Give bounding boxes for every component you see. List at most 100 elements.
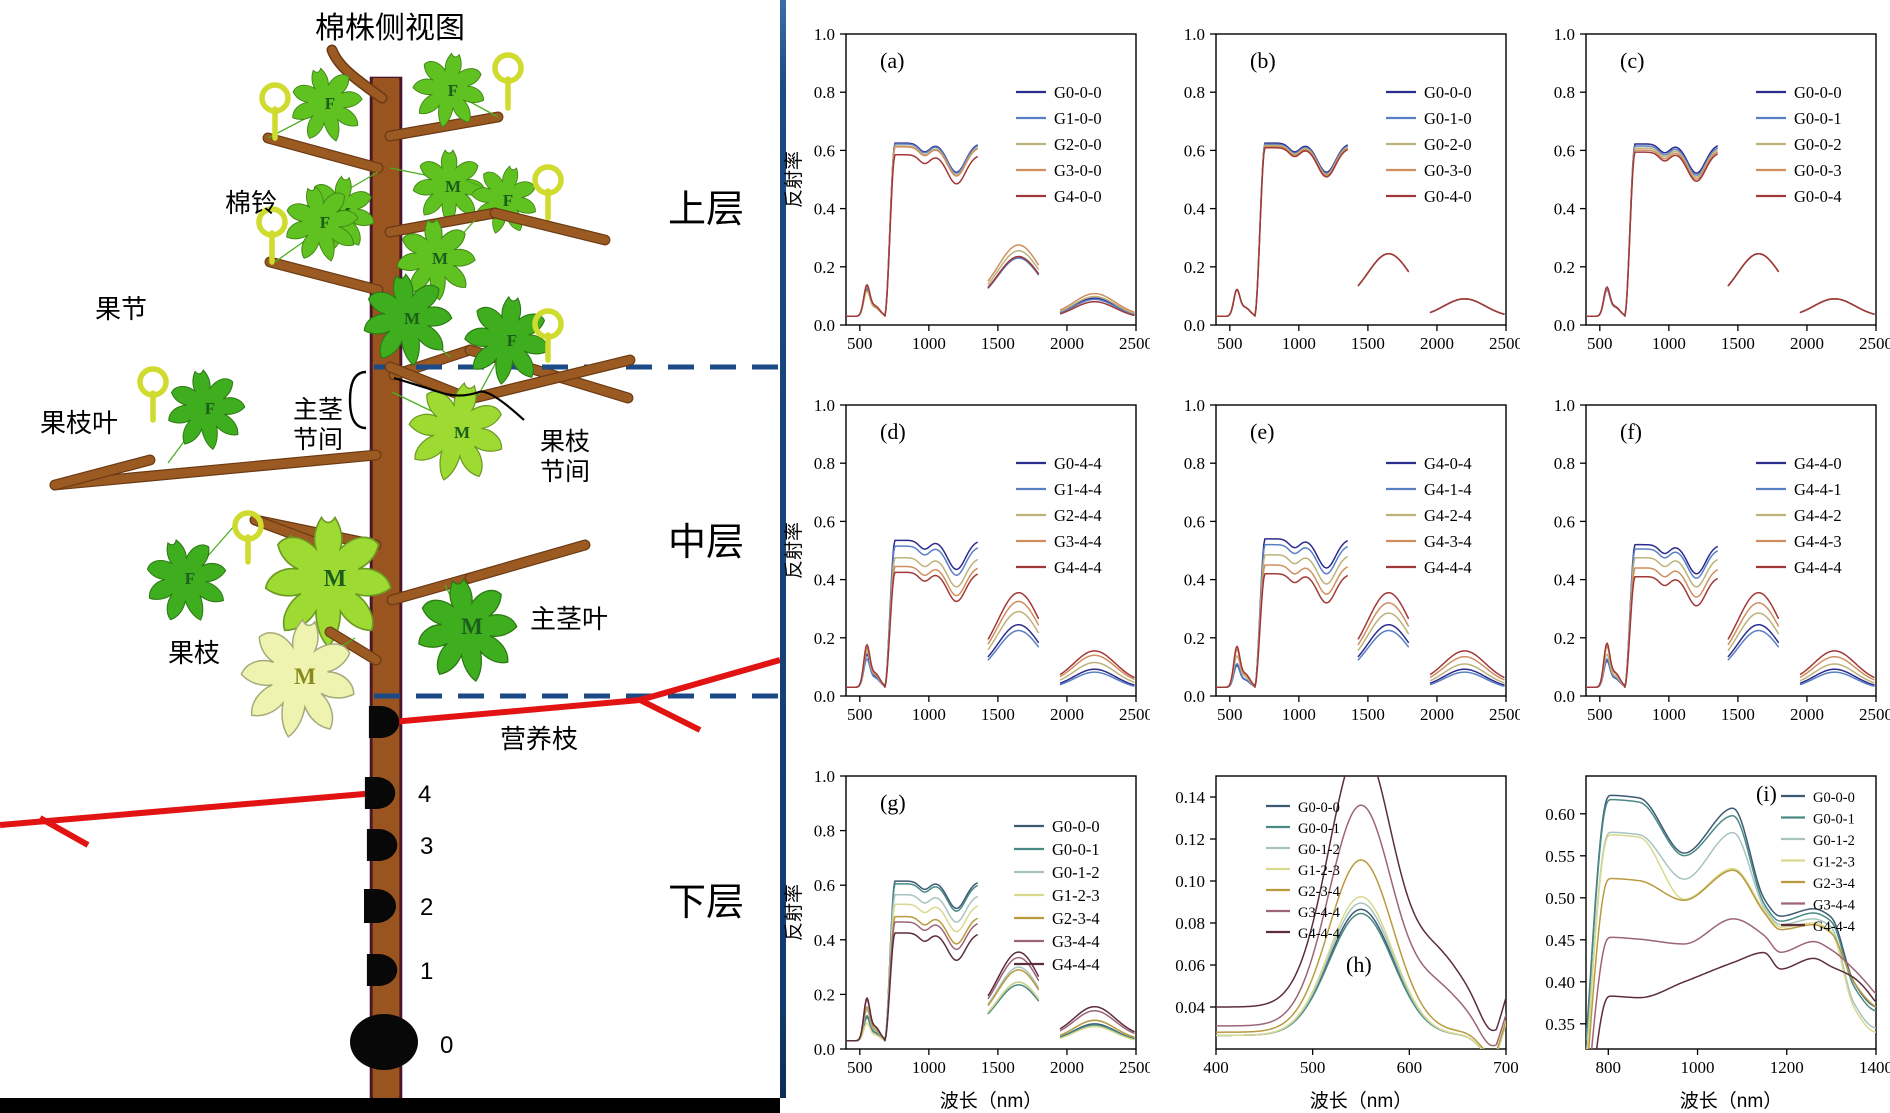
svg-text:M: M (445, 177, 461, 196)
svg-text:1000: 1000 (1282, 334, 1316, 353)
svg-text:2000: 2000 (1420, 705, 1454, 724)
svg-text:1500: 1500 (1721, 334, 1755, 353)
svg-text:G0-0-1: G0-0-1 (1052, 840, 1100, 859)
svg-text:G3-4-4: G3-4-4 (1813, 898, 1856, 914)
svg-text:0.6: 0.6 (1554, 141, 1575, 160)
svg-text:G1-2-3: G1-2-3 (1813, 855, 1855, 871)
svg-text:3: 3 (420, 833, 433, 860)
svg-text:果枝: 果枝 (168, 638, 220, 668)
svg-text:G4-4-4: G4-4-4 (1054, 558, 1102, 577)
svg-text:主茎叶: 主茎叶 (530, 604, 608, 634)
svg-text:0.08: 0.08 (1175, 914, 1205, 933)
svg-text:G0-0-0: G0-0-0 (1298, 800, 1340, 816)
svg-text:1.0: 1.0 (814, 396, 835, 415)
svg-text:2500: 2500 (1489, 334, 1520, 353)
svg-text:G0-0-1: G0-0-1 (1794, 109, 1842, 128)
svg-text:0.8: 0.8 (1554, 83, 1575, 102)
svg-text:0.6: 0.6 (1184, 512, 1205, 531)
svg-text:1000: 1000 (912, 1058, 946, 1077)
svg-text:G0-0-4: G0-0-4 (1794, 187, 1842, 206)
svg-text:1500: 1500 (1721, 705, 1755, 724)
svg-text:G4-4-3: G4-4-3 (1794, 532, 1842, 551)
svg-text:节间: 节间 (293, 426, 343, 454)
svg-text:1000: 1000 (1681, 1058, 1715, 1077)
svg-text:M: M (461, 614, 483, 639)
svg-text:(c): (c) (1620, 48, 1644, 73)
svg-text:0.6: 0.6 (1184, 141, 1205, 160)
svg-text:2000: 2000 (1420, 334, 1454, 353)
svg-text:0.14: 0.14 (1175, 788, 1205, 807)
svg-text:0.2: 0.2 (814, 985, 835, 1004)
svg-text:0.0: 0.0 (814, 1040, 835, 1059)
svg-text:G0-1-0: G0-1-0 (1424, 109, 1472, 128)
svg-text:(a): (a) (880, 48, 904, 73)
svg-text:主茎: 主茎 (293, 396, 343, 424)
svg-text:500: 500 (847, 705, 873, 724)
svg-text:0.50: 0.50 (1545, 889, 1575, 908)
svg-text:0.6: 0.6 (814, 876, 835, 895)
svg-text:1400: 1400 (1859, 1058, 1890, 1077)
svg-text:400: 400 (1203, 1058, 1229, 1077)
svg-text:G0-0-2: G0-0-2 (1794, 135, 1842, 154)
svg-text:1: 1 (420, 958, 433, 985)
svg-text:0.4: 0.4 (814, 931, 836, 950)
svg-text:0.35: 0.35 (1545, 1015, 1575, 1034)
svg-text:G3-4-4: G3-4-4 (1298, 905, 1341, 921)
svg-text:棉株侧视图: 棉株侧视图 (315, 12, 465, 45)
svg-text:0.8: 0.8 (1184, 454, 1205, 473)
svg-text:G0-0-0: G0-0-0 (1052, 817, 1100, 836)
svg-text:500: 500 (1587, 334, 1613, 353)
svg-text:G0-0-1: G0-0-1 (1813, 812, 1855, 828)
svg-text:G1-4-4: G1-4-4 (1054, 480, 1102, 499)
svg-text:0.2: 0.2 (1554, 258, 1575, 277)
svg-text:(i): (i) (1756, 781, 1777, 806)
svg-text:1.0: 1.0 (1554, 25, 1575, 44)
svg-text:0.04: 0.04 (1175, 998, 1205, 1017)
svg-text:F: F (185, 569, 195, 588)
svg-text:F: F (503, 191, 513, 210)
svg-text:G2-4-4: G2-4-4 (1054, 506, 1102, 525)
svg-text:2000: 2000 (1790, 705, 1824, 724)
svg-text:F: F (507, 331, 517, 350)
svg-text:1.0: 1.0 (1184, 396, 1205, 415)
svg-text:果枝: 果枝 (540, 428, 590, 456)
svg-text:2000: 2000 (1050, 705, 1084, 724)
svg-text:1000: 1000 (912, 705, 946, 724)
svg-text:G1-2-3: G1-2-3 (1298, 863, 1340, 879)
svg-text:1000: 1000 (912, 334, 946, 353)
svg-text:M: M (294, 664, 316, 689)
svg-text:0.06: 0.06 (1175, 956, 1205, 975)
svg-text:G4-4-4: G4-4-4 (1052, 955, 1100, 974)
svg-text:0.12: 0.12 (1175, 830, 1205, 849)
svg-text:G3-0-0: G3-0-0 (1054, 161, 1102, 180)
svg-text:0.0: 0.0 (1184, 687, 1205, 706)
svg-text:1.0: 1.0 (1184, 25, 1205, 44)
svg-text:M: M (432, 249, 448, 268)
svg-text:0.4: 0.4 (814, 571, 836, 590)
svg-text:G0-1-2: G0-1-2 (1298, 842, 1340, 858)
svg-text:4: 4 (418, 781, 431, 808)
svg-text:500: 500 (1587, 705, 1613, 724)
svg-text:0.4: 0.4 (814, 200, 836, 219)
svg-text:0.45: 0.45 (1545, 931, 1575, 950)
svg-text:G4-3-4: G4-3-4 (1424, 532, 1472, 551)
svg-text:1000: 1000 (1652, 334, 1686, 353)
svg-text:2500: 2500 (1489, 705, 1520, 724)
svg-text:G0-2-0: G0-2-0 (1424, 135, 1472, 154)
svg-text:1500: 1500 (981, 705, 1015, 724)
svg-text:果节: 果节 (95, 294, 147, 324)
svg-text:棉铃: 棉铃 (225, 188, 277, 218)
svg-text:0.8: 0.8 (1184, 83, 1205, 102)
svg-text:0.6: 0.6 (814, 512, 835, 531)
svg-text:0.8: 0.8 (814, 83, 835, 102)
svg-text:波长（nm）: 波长（nm） (940, 1090, 1042, 1112)
svg-text:G4-4-2: G4-4-2 (1794, 506, 1842, 525)
svg-text:G0-4-0: G0-4-0 (1424, 187, 1472, 206)
svg-text:500: 500 (1217, 705, 1243, 724)
svg-text:G4-4-4: G4-4-4 (1424, 558, 1472, 577)
svg-text:中层: 中层 (668, 522, 744, 564)
svg-text:上层: 上层 (668, 189, 744, 231)
svg-text:0: 0 (440, 1032, 453, 1059)
svg-text:0.0: 0.0 (1554, 687, 1575, 706)
svg-text:G0-0-0: G0-0-0 (1794, 83, 1842, 102)
